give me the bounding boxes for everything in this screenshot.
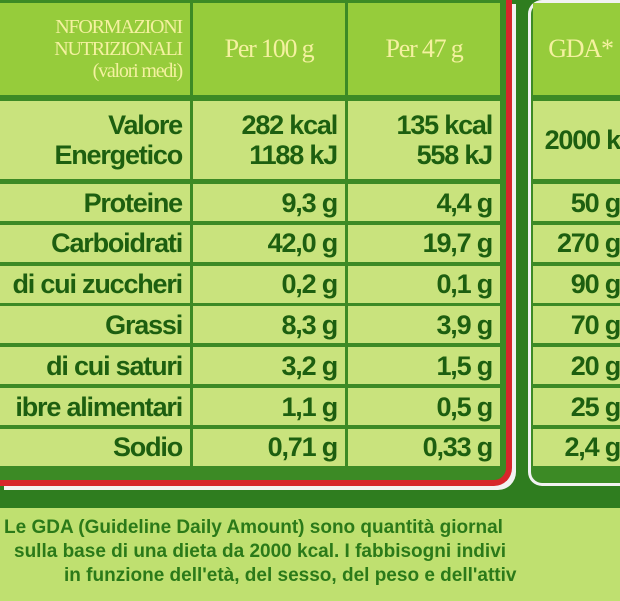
value-cell: 8,3 g [193, 306, 345, 344]
cell-text: (valori medi) [92, 60, 184, 82]
header-cell: Per 47 g [348, 3, 500, 95]
value-cell: 2000 k [533, 101, 620, 179]
row-label: Valore Energetico [0, 101, 190, 179]
cell-text: Sodio [113, 432, 183, 463]
cell-text: 2000 k [544, 125, 620, 155]
cell-text: 0,33 g [422, 432, 494, 463]
footnote-line: Le GDA (Guideline Daily Amount) sono qua… [4, 517, 503, 538]
header-cell: NFORMAZIONI NUTRIZIONALI (valori medi) [0, 3, 190, 95]
value-cell: 1,5 g [348, 347, 500, 385]
cell-text: 9,3 g [281, 187, 338, 218]
value-cell: 70 g [533, 306, 620, 344]
cell-text: 558 kJ [416, 140, 494, 170]
value-cell: 135 kcal 558 kJ [348, 101, 500, 179]
cell-text: di cui saturi [46, 350, 183, 381]
row-label: Sodio [0, 428, 190, 466]
value-cell: 0,71 g [193, 428, 345, 466]
row-label: Carboidrati [0, 224, 190, 262]
cell-text: 3,9 g [436, 309, 493, 340]
value-cell: 42,0 g [193, 224, 345, 262]
value-cell: 282 kcal 1188 kJ [193, 101, 345, 179]
cell-text: Per 100 g [224, 34, 315, 63]
value-cell: 3,2 g [193, 347, 345, 385]
value-cell: 9,3 g [193, 184, 345, 221]
cell-text: ibre alimentari [15, 391, 183, 422]
value-cell: 19,7 g [348, 224, 500, 262]
row-label: di cui saturi [0, 347, 190, 385]
cell-text: GDA* [548, 34, 614, 63]
value-cell: 2,4 g [533, 428, 620, 466]
cell-text: Energetico [54, 140, 183, 170]
cell-text: NFORMAZIONI [55, 16, 183, 38]
value-cell: 270 g [533, 224, 620, 262]
header-cell: Per 100 g [193, 3, 345, 95]
cell-text: 270 g [556, 228, 620, 259]
value-cell: 90 g [533, 265, 620, 303]
cell-text: 25 g [570, 391, 620, 422]
cell-text: di cui zuccheri [12, 269, 183, 300]
cell-text: 90 g [570, 269, 620, 300]
cell-text: 0,1 g [436, 269, 493, 300]
cell-text: 70 g [570, 309, 620, 340]
cell-text: 135 kcal [396, 110, 494, 140]
cell-text: Grassi [105, 309, 183, 340]
cell-text: 282 kcal [241, 110, 339, 140]
row-label: Grassi [0, 306, 190, 344]
row-label: ibre alimentari [0, 388, 190, 425]
cell-text: 8,3 g [281, 309, 338, 340]
cell-text: Carboidrati [51, 228, 183, 259]
value-cell: 0,2 g [193, 265, 345, 303]
cell-text: Valore [108, 110, 183, 140]
cell-text: 4,4 g [436, 187, 493, 218]
cell-text: 50 g [570, 187, 620, 218]
footnote-line: in funzione dell'età, del sesso, del pes… [64, 565, 517, 586]
cell-text: 20 g [570, 350, 620, 381]
value-cell: 50 g [533, 184, 620, 221]
row-label: di cui zuccheri [0, 265, 190, 303]
value-cell: 4,4 g [348, 184, 500, 221]
footnote-line: sulla base di una dieta da 2000 kcal. I … [14, 541, 507, 562]
cell-text: 0,2 g [281, 269, 338, 300]
cell-text: 1,1 g [281, 391, 338, 422]
cell-text: 0,5 g [436, 391, 493, 422]
value-cell: 3,9 g [348, 306, 500, 344]
value-cell: 0,33 g [348, 428, 500, 466]
cell-text: Per 47 g [385, 34, 463, 63]
value-cell: 0,1 g [348, 265, 500, 303]
cell-text: 1,5 g [436, 350, 493, 381]
cell-text: 0,71 g [267, 432, 339, 463]
cell-text: 1188 kJ [249, 140, 338, 170]
cell-text: 3,2 g [281, 350, 338, 381]
header-cell: GDA* [533, 3, 620, 95]
cell-text: 42,0 g [267, 228, 339, 259]
cell-text: Proteine [83, 187, 184, 218]
value-cell: 25 g [533, 388, 620, 425]
cell-text: 19,7 g [422, 228, 494, 259]
cell-text: 2,4 g [564, 432, 620, 463]
value-cell: 20 g [533, 347, 620, 385]
value-cell: 0,5 g [348, 388, 500, 425]
value-cell: 1,1 g [193, 388, 345, 425]
cell-text: NUTRIZIONALI [54, 38, 183, 60]
footnote: Le GDA (Guideline Daily Amount) sono qua… [0, 508, 620, 601]
row-label: Proteine [0, 184, 190, 221]
